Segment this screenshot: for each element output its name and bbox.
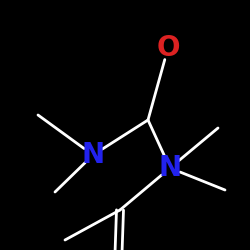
Text: O: O [156,34,180,62]
Text: N: N [158,154,182,182]
Text: N: N [82,141,104,169]
